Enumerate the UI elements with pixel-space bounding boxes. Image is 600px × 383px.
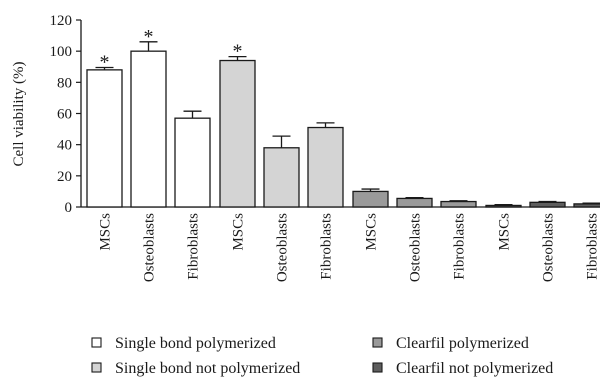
- bar: [307, 126, 344, 208]
- category-label: MSCs: [231, 213, 247, 251]
- y-tick-label: 0: [65, 200, 73, 216]
- legend-swatch: [372, 362, 383, 373]
- category-label: Fibroblasts: [186, 213, 202, 280]
- category-label: Osteoblasts: [541, 213, 557, 282]
- legend-swatch: [91, 337, 102, 348]
- significance-star: *: [233, 41, 243, 63]
- bar: [529, 201, 566, 208]
- legend-swatch: [372, 337, 383, 348]
- category-label: Osteoblasts: [142, 213, 158, 282]
- category-label: Osteoblasts: [275, 213, 291, 282]
- y-tick-label: 80: [57, 75, 72, 91]
- y-tick-label: 20: [57, 169, 72, 185]
- bar: [86, 69, 123, 208]
- bar: [440, 200, 477, 208]
- legend-label: Clearfil not polymerized: [396, 360, 553, 377]
- significance-star: *: [100, 52, 110, 74]
- legend-label: Clearfil polymerized: [396, 335, 529, 352]
- y-tick-label: 100: [50, 44, 73, 60]
- y-tick-label: 120: [50, 13, 73, 29]
- legend-label: Single bond not polymerized: [115, 360, 300, 377]
- bars: * * *: [86, 26, 600, 208]
- category-labels: MSCs Osteoblasts Fibroblasts MSCs Osteoblast…: [98, 213, 600, 282]
- bar: [130, 50, 167, 208]
- bar: [396, 197, 433, 208]
- y-ticks: 0 20 40 60 80 100 120: [50, 13, 81, 216]
- bar: [485, 204, 522, 208]
- category-label: MSCs: [364, 213, 380, 251]
- category-label: MSCs: [497, 213, 513, 251]
- y-axis-title: Cell viability (%): [11, 62, 27, 167]
- bar: [573, 203, 600, 208]
- category-label: Fibroblasts: [585, 213, 600, 280]
- legend: Single bond polymerized Clearfil polymeri…: [91, 335, 553, 377]
- legend-swatch: [91, 362, 102, 373]
- y-tick-label: 40: [57, 138, 72, 154]
- bar: [263, 147, 300, 208]
- significance-star: *: [144, 26, 154, 48]
- y-tick-label: 60: [57, 107, 72, 123]
- category-label: Fibroblasts: [452, 213, 468, 280]
- category-label: MSCs: [98, 213, 114, 251]
- category-label: Fibroblasts: [319, 213, 335, 280]
- bar: [352, 190, 389, 208]
- legend-label: Single bond polymerized: [115, 335, 276, 352]
- category-label: Osteoblasts: [408, 213, 424, 282]
- bar: [174, 117, 211, 208]
- bar: [219, 59, 256, 208]
